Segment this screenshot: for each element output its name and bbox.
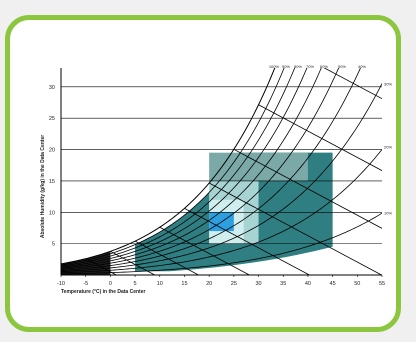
rh-curve — [61, 68, 285, 266]
rh-curve — [61, 68, 340, 270]
right-side-label: 10% — [384, 210, 392, 215]
rh-curve — [61, 149, 382, 274]
rh-label: 40% — [358, 64, 366, 69]
right-side-label: 30% — [384, 82, 392, 87]
x-tick-label: 55 — [379, 281, 385, 287]
rh-curve — [61, 68, 361, 271]
y-tick-label: 25 — [49, 116, 55, 122]
y-tick-label: 5 — [52, 242, 55, 248]
wet-bulb-line — [159, 226, 250, 275]
rh-label: 50% — [338, 64, 346, 69]
rh-label: 100% — [269, 64, 280, 69]
wet-bulb-line — [208, 182, 382, 275]
y-tick-label: 10 — [49, 210, 55, 216]
wet-bulb-line — [110, 250, 155, 275]
rh-label: 70% — [306, 64, 314, 69]
y-tick-label: 20 — [49, 148, 55, 154]
x-tick-label: -5 — [83, 281, 88, 287]
x-tick-label: 10 — [157, 281, 163, 287]
wet-bulb-line — [258, 104, 382, 171]
wet-bulb-line — [85, 258, 117, 275]
x-tick-label: 40 — [305, 281, 311, 287]
x-tick-label: 0 — [109, 281, 112, 287]
rh-curve — [61, 68, 276, 265]
right-side-label: 20% — [384, 144, 392, 149]
y-tick-label: 15 — [49, 179, 55, 185]
rh-curve — [61, 68, 296, 267]
wet-bulb-line — [184, 207, 310, 275]
chart-card: -10 -5 0 5 10 15 20 25 30 35 40 45 50 55 5 10 15 20 25 30 T… — [5, 15, 401, 332]
x-tick-label: 15 — [181, 281, 187, 287]
x-tick-label: 5 — [134, 281, 137, 287]
x-tick-label: -10 — [57, 281, 65, 287]
x-tick-label: 35 — [280, 281, 286, 287]
x-tick-label: 25 — [231, 281, 237, 287]
y-tick-label: 30 — [49, 85, 55, 91]
rh-curve — [61, 83, 382, 273]
y-axis-label: Absolute Humidity (g/kg) in the Data Cen… — [40, 135, 46, 238]
wet-bulb-line — [134, 240, 199, 275]
x-tick-label: 30 — [255, 281, 261, 287]
wet-bulb-line — [323, 68, 382, 100]
rh-curve — [61, 68, 308, 268]
rh-label: 90% — [282, 64, 290, 69]
x-tick-label: 50 — [354, 281, 360, 287]
wet-bulb-line — [233, 148, 382, 229]
x-tick-label: 20 — [206, 281, 212, 287]
x-tick-label: 45 — [330, 281, 336, 287]
rh-curve — [61, 212, 382, 275]
rh-label: 60% — [320, 64, 328, 69]
rh-label: 80% — [294, 64, 302, 69]
x-axis-label: Temperature (°C) in the Data Center — [61, 289, 145, 295]
rh-curve — [61, 68, 322, 269]
